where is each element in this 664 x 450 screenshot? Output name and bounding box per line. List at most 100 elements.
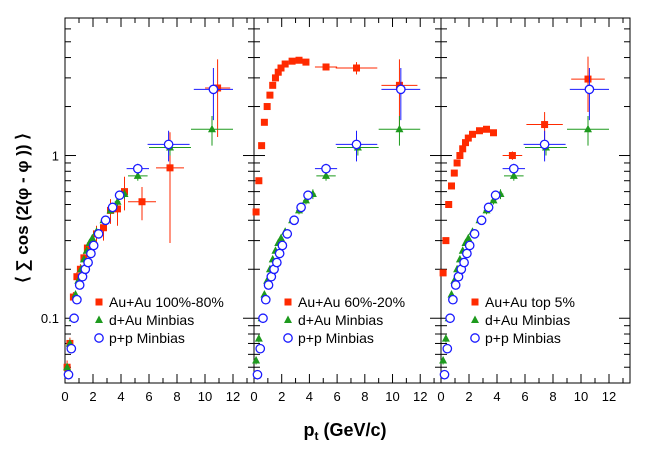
data-point [509, 171, 518, 179]
y-tick-label: 1 [52, 149, 59, 164]
data-point [269, 81, 277, 89]
data-point [584, 75, 592, 83]
legend-marker [284, 315, 292, 323]
x-tick-label: 12 [413, 389, 427, 404]
data-point [462, 248, 472, 259]
data-point [88, 240, 99, 251]
series-au-au-60-20- [252, 56, 418, 216]
data-point [274, 68, 282, 76]
panel-frame [64, 17, 255, 384]
data-point [254, 334, 263, 342]
legend-label: p+p Minbias [485, 330, 561, 346]
data-point [114, 190, 125, 201]
data-point [469, 229, 480, 239]
data-point [86, 248, 96, 259]
data-point [277, 240, 288, 251]
data-point [69, 313, 79, 324]
legend-label: d+Au Minbias [298, 312, 383, 328]
data-point [263, 280, 274, 290]
data-point [166, 164, 174, 172]
legend-label: p+p Minbias [109, 330, 185, 346]
x-axis-title: pt (GeV/c) [303, 420, 386, 443]
panel-1: 0 2 4 6 8 10 12 0.1 1 Au+Au 100%-80% d+Au Minbias p… [41, 17, 255, 404]
x-tick-label: 4 [306, 389, 313, 404]
x-tick-label: 8 [361, 389, 368, 404]
x-tick-label: 8 [173, 389, 180, 404]
x-tick-label: 6 [333, 389, 340, 404]
data-point [133, 171, 142, 179]
data-point [476, 127, 483, 135]
data-point [303, 190, 313, 201]
legend-marker [470, 333, 480, 343]
data-point [132, 163, 143, 174]
x-tick-label: 2 [465, 389, 472, 404]
data-point [260, 294, 271, 305]
data-point [107, 202, 118, 213]
data-point [508, 152, 516, 160]
data-point [252, 355, 261, 364]
data-point [255, 343, 266, 354]
x-tick-label: 10 [198, 389, 212, 404]
data-point [450, 280, 461, 290]
data-point [113, 197, 122, 205]
data-point [439, 269, 447, 277]
data-point [296, 202, 306, 213]
data-point [272, 257, 282, 268]
data-point [508, 163, 519, 174]
data-point [301, 195, 310, 204]
data-point [208, 124, 216, 133]
data-point [351, 139, 362, 150]
panels: 0 2 4 6 8 10 12 0.1 1 Au+Au 100%-80% d+Au Minbias p… [41, 17, 631, 404]
data-point [258, 142, 266, 150]
data-point [100, 215, 111, 226]
panel-3: 0 2 4 6 8 10 12 Au+Au top 5% d+Au Minbias p+p Min… [437, 17, 631, 404]
data-point [450, 169, 458, 177]
x-tick-label: 4 [117, 389, 124, 404]
data-point [453, 159, 461, 167]
x-tick-label: 6 [521, 389, 528, 404]
x-tick-label: 12 [226, 389, 240, 404]
data-point [252, 369, 263, 380]
data-point [395, 84, 406, 95]
data-point [459, 145, 467, 153]
panel-frame [253, 17, 442, 384]
data-point [584, 84, 595, 95]
legend-marker [284, 298, 292, 306]
data-point [464, 134, 472, 142]
data-point [100, 224, 107, 232]
data-point [266, 91, 274, 99]
data-point [448, 182, 455, 190]
data-point [63, 369, 74, 380]
series-p-p-minbias [63, 68, 233, 380]
legend-marker [283, 333, 293, 343]
y-tick-label: 0.1 [41, 311, 59, 326]
data-point [255, 177, 263, 185]
legend-marker [94, 333, 104, 343]
data-point [114, 205, 121, 213]
data-point [93, 229, 104, 239]
data-point [441, 334, 450, 342]
data-point [490, 190, 501, 201]
data-point [395, 124, 404, 133]
x-tick-label: 2 [89, 389, 96, 404]
panel-2: 0 2 4 6 8 10 12 Au+Au 60%-20% d+Au Minbias p+p Mi… [250, 17, 442, 404]
data-point [483, 202, 494, 213]
legend-label: d+Au Minbias [109, 312, 194, 328]
x-tick-label: 8 [549, 389, 556, 404]
legend-marker [471, 315, 479, 323]
x-tick-label: 6 [145, 389, 152, 404]
data-point [445, 313, 455, 324]
data-point [274, 248, 285, 259]
data-point [439, 355, 448, 364]
data-point [584, 124, 592, 133]
legend-marker [471, 298, 479, 306]
data-point [88, 233, 97, 242]
x-tick-label: 0 [61, 389, 68, 404]
data-point [63, 362, 72, 371]
legend-label: Au+Au top 5% [485, 294, 575, 310]
data-point [439, 369, 450, 380]
data-point [489, 195, 498, 204]
x-tick-label: 2 [278, 389, 285, 404]
data-point [476, 215, 487, 226]
